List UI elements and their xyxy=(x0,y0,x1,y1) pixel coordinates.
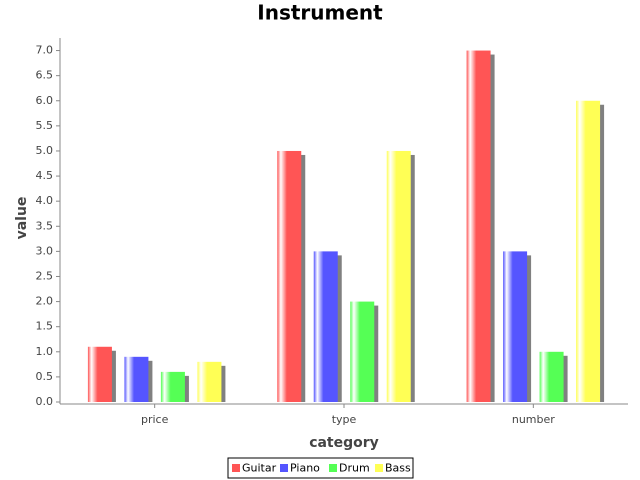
bar xyxy=(197,361,222,402)
y-tick-label: 0.5 xyxy=(36,370,54,383)
legend-label: Guitar xyxy=(242,462,277,475)
y-tick-label: 4.0 xyxy=(36,194,54,207)
bar xyxy=(503,251,528,402)
chart-title: Instrument xyxy=(257,1,383,25)
x-tick-label: number xyxy=(512,413,555,426)
bar xyxy=(386,150,411,402)
bar xyxy=(160,371,185,402)
bar xyxy=(350,301,375,402)
x-axis-label: category xyxy=(309,435,379,451)
bar xyxy=(277,150,302,402)
x-tick-label: price xyxy=(141,413,169,426)
legend-swatch xyxy=(232,464,240,472)
bar xyxy=(87,346,112,402)
bar xyxy=(124,356,149,402)
y-tick-label: 4.5 xyxy=(36,169,54,182)
legend-swatch xyxy=(329,464,337,472)
legend-label: Piano xyxy=(290,462,320,475)
y-tick-label: 1.0 xyxy=(36,345,54,358)
legend-swatch xyxy=(280,464,288,472)
y-tick-label: 5.0 xyxy=(36,144,54,157)
legend-label: Drum xyxy=(339,462,370,475)
legend-box xyxy=(227,457,414,479)
y-tick-label: 6.5 xyxy=(36,69,54,82)
y-tick-label: 5.5 xyxy=(36,119,54,132)
y-axis-label: value xyxy=(14,197,30,240)
y-tick-label: 1.5 xyxy=(36,320,54,333)
legend-swatch xyxy=(375,464,383,472)
y-tick-label: 2.0 xyxy=(36,295,54,308)
y-tick-label: 0.0 xyxy=(36,395,54,408)
y-tick-label: 3.0 xyxy=(36,244,54,257)
y-tick-label: 7.0 xyxy=(36,44,54,57)
legend-label: Bass xyxy=(385,462,411,475)
bar xyxy=(539,351,564,402)
bar xyxy=(313,251,338,402)
y-tick-label: 6.0 xyxy=(36,94,54,107)
y-tick-label: 3.5 xyxy=(36,219,54,232)
y-tick-label: 2.5 xyxy=(36,269,54,282)
bar xyxy=(576,100,601,403)
bar xyxy=(466,50,491,402)
x-tick-label: type xyxy=(332,413,357,426)
